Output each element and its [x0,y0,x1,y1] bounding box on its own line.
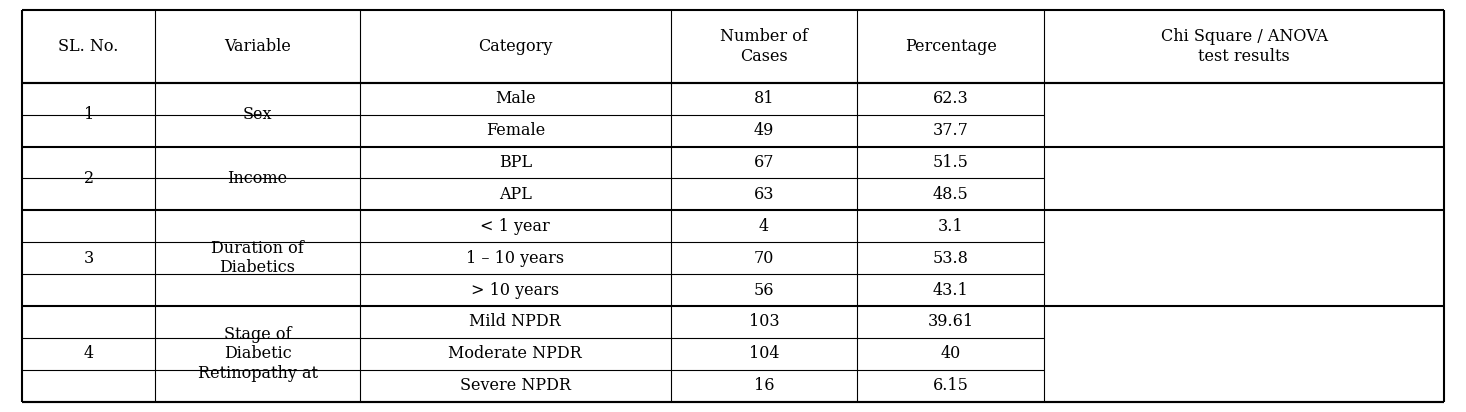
Text: 6.15: 6.15 [932,377,969,394]
Text: 56: 56 [754,281,774,299]
Text: 4: 4 [759,218,770,235]
Text: Mild NPDR: Mild NPDR [469,314,561,330]
Text: 62.3: 62.3 [932,90,969,107]
Text: 103: 103 [749,314,780,330]
Text: 3: 3 [84,250,94,267]
Text: Male: Male [496,90,535,107]
Text: APL: APL [498,186,532,203]
Text: 51.5: 51.5 [932,154,969,171]
Text: > 10 years: > 10 years [471,281,560,299]
Text: 43.1: 43.1 [932,281,969,299]
Text: BPL: BPL [498,154,532,171]
Text: 63: 63 [754,186,774,203]
Text: Income: Income [227,170,287,187]
Text: 2: 2 [84,170,94,187]
Text: 67: 67 [754,154,774,171]
Text: 1: 1 [84,106,94,123]
Text: Duration of
Diabetics: Duration of Diabetics [211,240,303,276]
Text: 3.1: 3.1 [938,218,963,235]
Text: Number of
Cases: Number of Cases [720,28,808,65]
Text: 48.5: 48.5 [932,186,969,203]
Text: Variable: Variable [224,38,290,55]
Text: Female: Female [485,122,545,139]
Text: Sex: Sex [243,106,273,123]
Text: Percentage: Percentage [905,38,997,55]
Text: 1 – 10 years: 1 – 10 years [466,250,564,267]
Text: Category: Category [478,38,553,55]
Text: < 1 year: < 1 year [481,218,550,235]
Text: 37.7: 37.7 [932,122,969,139]
Text: 49: 49 [754,122,774,139]
Text: Chi Square / ANOVA
test results: Chi Square / ANOVA test results [1161,28,1328,65]
Text: Moderate NPDR: Moderate NPDR [449,345,582,362]
Text: 70: 70 [754,250,774,267]
Text: 40: 40 [941,345,960,362]
Text: 53.8: 53.8 [932,250,969,267]
Text: Severe NPDR: Severe NPDR [460,377,570,394]
Text: 16: 16 [754,377,774,394]
Text: Stage of
Diabetic
Retinopathy at: Stage of Diabetic Retinopathy at [198,326,318,382]
Text: 4: 4 [84,345,94,362]
Text: 39.61: 39.61 [928,314,973,330]
Text: SL. No.: SL. No. [59,38,119,55]
Text: 81: 81 [754,90,774,107]
Text: 104: 104 [749,345,780,362]
